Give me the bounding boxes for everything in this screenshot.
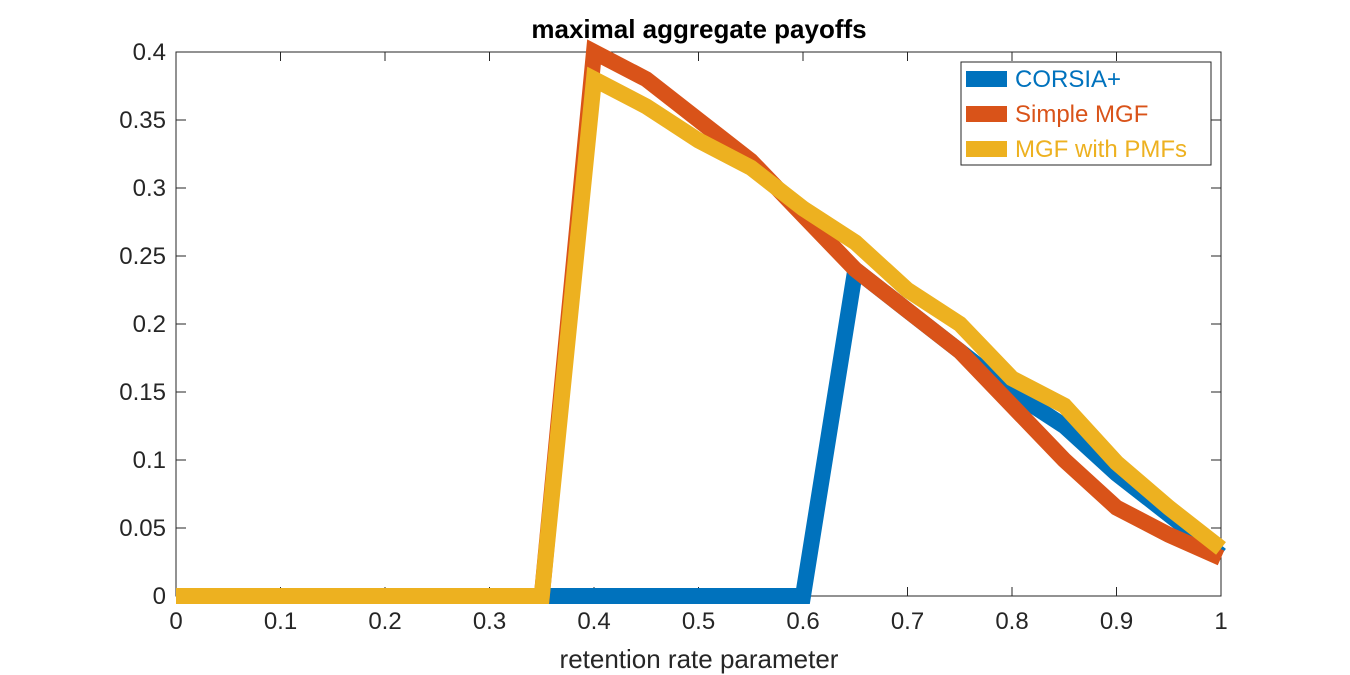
y-tick-label: 0.15 bbox=[119, 379, 166, 406]
y-tick-label: 0.1 bbox=[133, 447, 166, 474]
x-tick-label: 1 bbox=[1214, 608, 1227, 635]
legend: CORSIA+ Simple MGF MGF with PMFs bbox=[960, 61, 1212, 166]
series-line-2 bbox=[176, 66, 1226, 604]
x-tick-label: 0.2 bbox=[368, 608, 401, 635]
y-tick-label: 0.3 bbox=[133, 175, 166, 202]
x-tick-label: 0.8 bbox=[995, 608, 1028, 635]
y-tick-label: 0.05 bbox=[119, 515, 166, 542]
axis-ticks: 0 0.1 0.2 0.3 0.4 0.5 0.6 0.7 0.8 0.9 1 0 0.05 0.1 0.1… bbox=[119, 39, 1227, 635]
x-tick-label: 0 bbox=[169, 608, 182, 635]
x-tick-label: 0.4 bbox=[577, 608, 610, 635]
x-tick-label: 0.9 bbox=[1100, 608, 1133, 635]
x-tick-label: 0.3 bbox=[473, 608, 506, 635]
x-tick-label: 0.1 bbox=[264, 608, 297, 635]
x-tick-label: 0.7 bbox=[891, 608, 924, 635]
y-tick-label: 0.25 bbox=[119, 243, 166, 270]
x-tick-label: 0.6 bbox=[786, 608, 819, 635]
series-lines bbox=[176, 39, 1226, 604]
y-tick-label: 0.35 bbox=[119, 107, 166, 134]
x-tick-label: 0.5 bbox=[682, 608, 715, 635]
legend-label: Simple MGF bbox=[1015, 101, 1148, 128]
chart-title: maximal aggregate payoffs bbox=[531, 14, 866, 44]
y-tick-label: 0.2 bbox=[133, 311, 166, 338]
legend-label: MGF with PMFs bbox=[1015, 136, 1187, 163]
x-axis-label: retention rate parameter bbox=[560, 644, 839, 674]
legend-label: CORSIA+ bbox=[1015, 66, 1121, 93]
y-tick-label: 0 bbox=[153, 583, 166, 610]
y-tick-label: 0.4 bbox=[133, 39, 166, 66]
